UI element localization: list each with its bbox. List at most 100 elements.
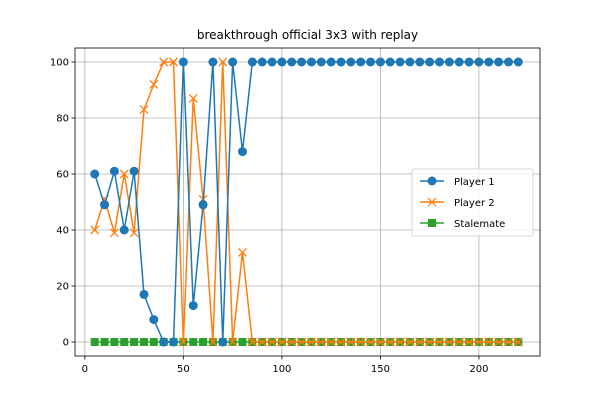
x-tick-label: 100 (272, 364, 291, 375)
data-point-player-1 (306, 57, 316, 67)
data-point-player-1 (129, 166, 139, 176)
data-point-player-1 (513, 57, 523, 67)
data-point-player-1 (277, 57, 287, 67)
data-point-player-1 (247, 57, 257, 67)
data-point-player-2 (109, 228, 119, 238)
data-point-player-2 (297, 337, 307, 347)
data-point-player-2 (326, 337, 336, 347)
data-point-player-2 (287, 337, 297, 347)
data-point-player-2 (415, 337, 425, 347)
data-point-player-2 (405, 337, 415, 347)
data-point-player-2 (257, 337, 267, 347)
data-point-player-1 (316, 57, 326, 67)
y-tick-label: 100 (50, 58, 69, 69)
data-point-player-1 (109, 166, 119, 176)
data-point-player-1 (287, 57, 297, 67)
data-point-player-1 (464, 57, 474, 67)
data-point-player-1 (336, 57, 346, 67)
data-point-player-2 (119, 169, 129, 179)
data-point-player-1 (119, 225, 129, 235)
data-point-stalemate (149, 338, 158, 346)
y-tick-label: 60 (56, 170, 69, 181)
data-point-stalemate (199, 338, 208, 346)
data-point-player-2 (277, 337, 287, 347)
data-point-player-2 (474, 337, 484, 347)
legend-label: Player 1 (454, 177, 495, 188)
data-point-player-1 (454, 57, 464, 67)
x-tick-label: 0 (82, 364, 88, 375)
y-tick-label: 20 (56, 282, 69, 293)
data-point-player-1 (228, 57, 238, 67)
data-point-player-2 (366, 337, 376, 347)
data-point-player-1 (297, 57, 307, 67)
data-point-player-2 (306, 337, 316, 347)
data-point-player-2 (336, 337, 346, 347)
plot-frame (74, 47, 541, 357)
data-point-player-1 (169, 337, 179, 347)
data-point-player-2 (238, 247, 247, 257)
data-point-player-2 (346, 337, 356, 347)
data-point-player-1 (375, 57, 385, 67)
data-point-player-2 (139, 105, 149, 115)
y-tick-label: 0 (63, 338, 69, 349)
data-point-player-1 (149, 315, 159, 325)
legend-item-stalemate: Stalemate (420, 219, 505, 230)
data-point-player-1 (237, 147, 247, 157)
data-point-player-2 (435, 337, 444, 347)
data-point-player-1 (503, 57, 513, 67)
data-point-stalemate (90, 338, 99, 346)
data-point-player-2 (247, 337, 257, 347)
legend-marker (427, 197, 437, 207)
data-point-stalemate (238, 338, 247, 346)
data-point-stalemate (100, 338, 109, 346)
legend: Player 1 Player 2 Stalemate (411, 168, 534, 237)
series-player-1 (90, 57, 523, 347)
data-point-player-2 (395, 337, 405, 347)
data-point-player-2 (464, 337, 474, 347)
data-point-player-1 (444, 57, 454, 67)
data-point-player-1 (366, 57, 376, 67)
data-point-player-2 (356, 337, 366, 347)
data-point-player-1 (100, 200, 110, 210)
data-point-player-1 (90, 169, 100, 179)
data-point-player-2 (494, 337, 504, 347)
legend-marker (428, 219, 436, 227)
data-point-player-1 (139, 289, 149, 299)
data-point-player-1 (198, 200, 208, 210)
data-point-player-1 (257, 57, 267, 67)
data-point-stalemate (120, 338, 129, 346)
data-point-stalemate (139, 338, 148, 346)
data-point-player-1 (425, 57, 435, 67)
data-point-player-1 (395, 57, 405, 67)
data-point-player-2 (188, 93, 198, 103)
series-player-2 (90, 57, 523, 347)
data-point-player-2 (208, 337, 218, 347)
legend-label: Player 2 (454, 198, 495, 209)
data-point-player-1 (159, 337, 169, 347)
data-point-player-2 (149, 79, 159, 89)
axes: 0 50 100 150 200 0 20 40 60 80 100 (50, 58, 489, 376)
data-point-player-1 (415, 57, 425, 67)
data-point-player-2 (484, 337, 494, 347)
data-point-player-1 (405, 57, 415, 67)
data-point-player-1 (385, 57, 395, 67)
data-point-player-1 (267, 57, 277, 67)
data-point-player-2 (504, 337, 513, 347)
legend-item-player-1: Player 1 (420, 176, 495, 188)
x-tick-label: 50 (177, 364, 190, 375)
data-point-player-1 (346, 57, 356, 67)
y-tick-label: 80 (56, 114, 69, 125)
data-point-player-2 (385, 337, 395, 347)
x-tick-label: 150 (371, 364, 390, 375)
legend-box (411, 168, 534, 237)
legend-marker (427, 176, 437, 186)
data-point-stalemate (110, 338, 119, 346)
data-point-player-1 (356, 57, 366, 67)
data-point-player-1 (494, 57, 504, 67)
data-point-player-2 (454, 337, 464, 347)
data-point-player-1 (435, 57, 445, 67)
data-point-player-2 (169, 57, 178, 67)
data-point-player-2 (425, 337, 435, 347)
data-point-player-1 (474, 57, 484, 67)
